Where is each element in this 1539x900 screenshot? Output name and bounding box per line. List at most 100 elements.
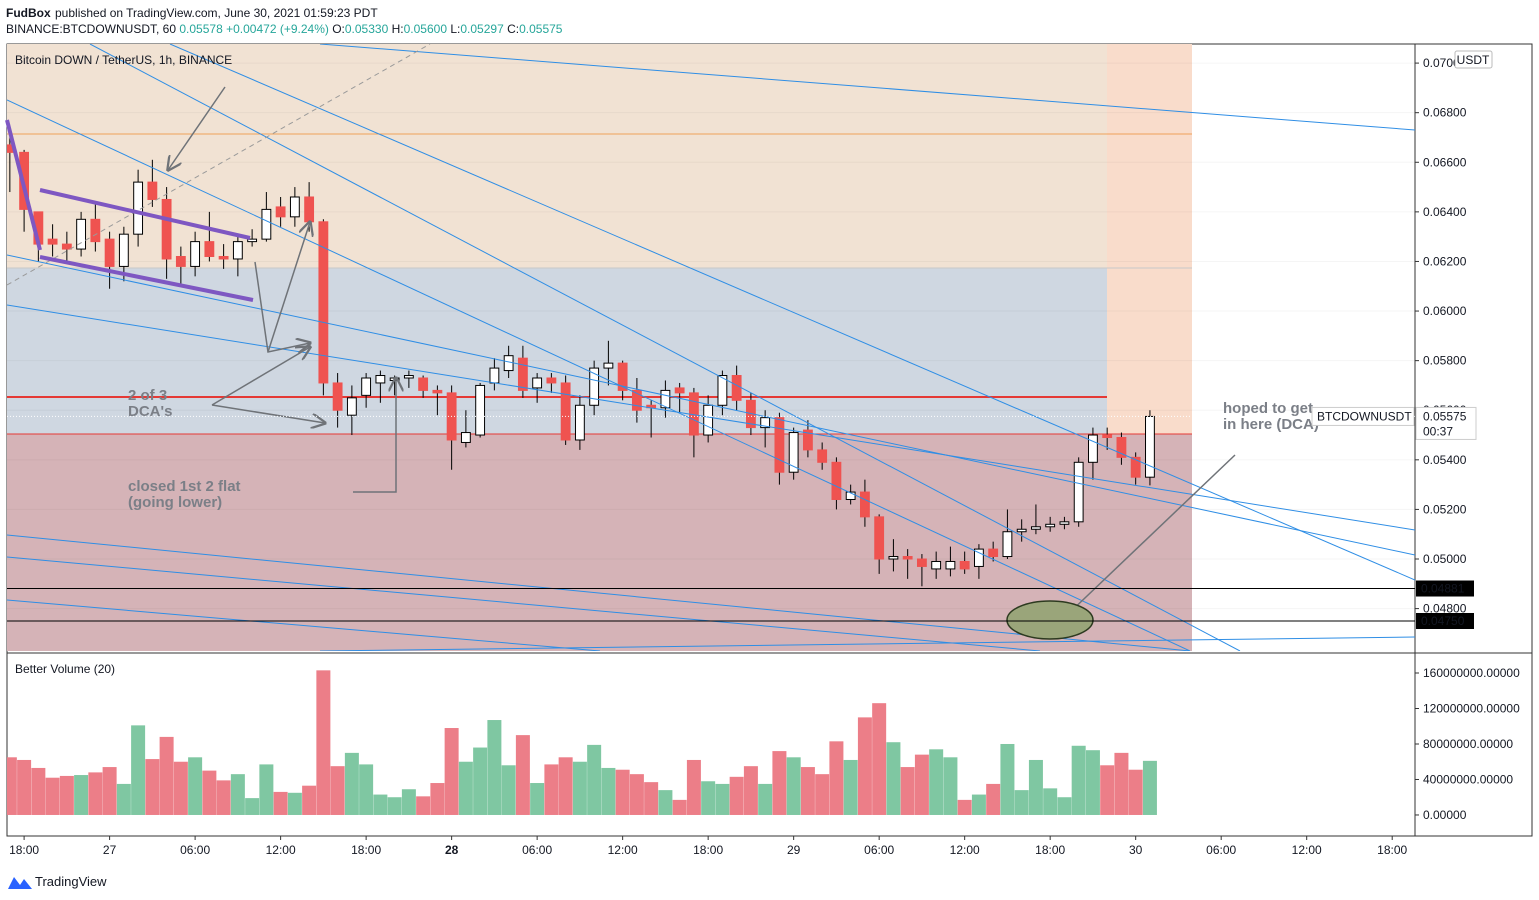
volume-bar — [430, 783, 445, 815]
y-tick-label: 0.05000 — [1423, 552, 1467, 566]
volume-bar — [88, 772, 103, 815]
volume-bar — [273, 791, 288, 815]
volume-bar — [914, 754, 929, 815]
y-tick-label: 0.04800 — [1423, 602, 1467, 616]
volume-bar — [401, 789, 416, 815]
flag — [5, 119, 254, 302]
candle-body — [617, 362, 628, 391]
level-tag — [1416, 612, 1474, 629]
volume-bar — [202, 770, 217, 815]
volume-bar — [188, 757, 203, 815]
x-tick-label: 18:00 — [9, 843, 39, 857]
volume-bar — [644, 782, 659, 815]
candle-body — [118, 233, 129, 267]
volume-bar — [59, 775, 74, 815]
volume-bar — [686, 759, 701, 815]
trend-line — [319, 636, 1415, 651]
last-price-label: 0.05575 — [1423, 409, 1467, 423]
volume-bar — [1142, 760, 1157, 815]
candle-body — [603, 362, 614, 369]
volume-bar — [701, 781, 716, 815]
volume-bar — [259, 764, 274, 815]
candle-body — [546, 377, 557, 384]
volume-bar — [17, 759, 32, 815]
x-tick-label: 18:00 — [1035, 843, 1065, 857]
currency-box — [1454, 50, 1493, 69]
volume-bar — [815, 774, 830, 815]
candle-body — [888, 556, 899, 560]
volume-bar — [245, 798, 260, 815]
volume-bar — [302, 785, 317, 815]
candle-body — [931, 560, 942, 570]
candle-body — [418, 377, 429, 391]
candle-body — [560, 382, 571, 441]
trend-line — [89, 44, 1241, 651]
volume-bar — [1028, 759, 1043, 815]
candle-body — [788, 432, 799, 473]
level-label: 0.04750 — [1421, 614, 1465, 628]
y-tick-label: 0.05400 — [1423, 453, 1467, 467]
trend-lines — [7, 44, 1415, 651]
y-tick-label: 0.06200 — [1423, 254, 1467, 268]
candle-body — [589, 367, 600, 406]
background-zones — [7, 44, 1192, 651]
candle-body — [731, 375, 742, 401]
volume-bar — [957, 799, 972, 815]
volume-bar — [658, 790, 673, 815]
volume-bar — [131, 725, 146, 815]
volume-bar — [758, 783, 773, 815]
volume-bar — [316, 670, 331, 815]
y-tick-label: 0.05200 — [1423, 502, 1467, 516]
volume-bar — [230, 774, 245, 815]
volume-bar — [1128, 769, 1143, 815]
volume-bar — [558, 757, 573, 815]
volume-bar — [74, 775, 89, 815]
zone — [1107, 44, 1192, 434]
volume-bar — [587, 744, 602, 815]
countdown: 00:37 — [1423, 424, 1453, 438]
candle-body — [802, 429, 813, 451]
candle-body — [1073, 461, 1084, 523]
candle-body — [831, 461, 842, 500]
candle-body — [318, 221, 329, 384]
candle-body — [1002, 531, 1013, 558]
arrow — [267, 222, 310, 353]
x-tick-label: 18:00 — [1377, 843, 1407, 857]
candle-body — [161, 198, 172, 260]
x-tick-label: 12:00 — [266, 843, 296, 857]
candle-body — [90, 218, 101, 243]
volume-bar — [886, 742, 901, 815]
last-name: BTCDOWNUSDT — [1317, 409, 1412, 423]
y-tick-label: 0.06000 — [1423, 304, 1467, 318]
volume-bar — [986, 783, 1001, 815]
volume-bar — [444, 728, 459, 815]
trend-line — [169, 44, 1415, 581]
candle-body — [76, 218, 87, 250]
volume-bar — [501, 765, 516, 815]
symbol-line: BINANCE:BTCDOWNUSDT, 60 0.05578 +0.00472… — [6, 22, 563, 36]
volume-bar — [1014, 790, 1029, 815]
published: published on TradingView.com, June 30, 2… — [55, 6, 378, 20]
candle-body — [1145, 415, 1155, 478]
x-tick-label: 06:00 — [522, 843, 552, 857]
flag-line — [39, 188, 251, 240]
candle-body — [988, 548, 999, 558]
volume-tick-label: 120000000.00000 — [1423, 702, 1520, 716]
candle-body — [760, 417, 771, 429]
x-tick-label: 27 — [103, 843, 117, 857]
volume-bar — [800, 767, 815, 815]
candle-body — [660, 389, 671, 409]
volume-bar — [7, 757, 17, 815]
candle-body — [774, 417, 785, 473]
candle-body — [717, 375, 728, 406]
ohlc-value: 0.05330 — [345, 22, 389, 36]
volume-bar — [1085, 750, 1100, 815]
candle-body — [874, 516, 885, 560]
trend-line — [7, 44, 431, 286]
symbol: BINANCE:BTCDOWNUSDT, 60 — [6, 22, 176, 36]
candle-body — [532, 377, 543, 389]
logo-icon — [8, 877, 32, 889]
flag-line — [39, 255, 254, 302]
candle-body — [304, 196, 315, 223]
volume-bar — [629, 774, 644, 815]
